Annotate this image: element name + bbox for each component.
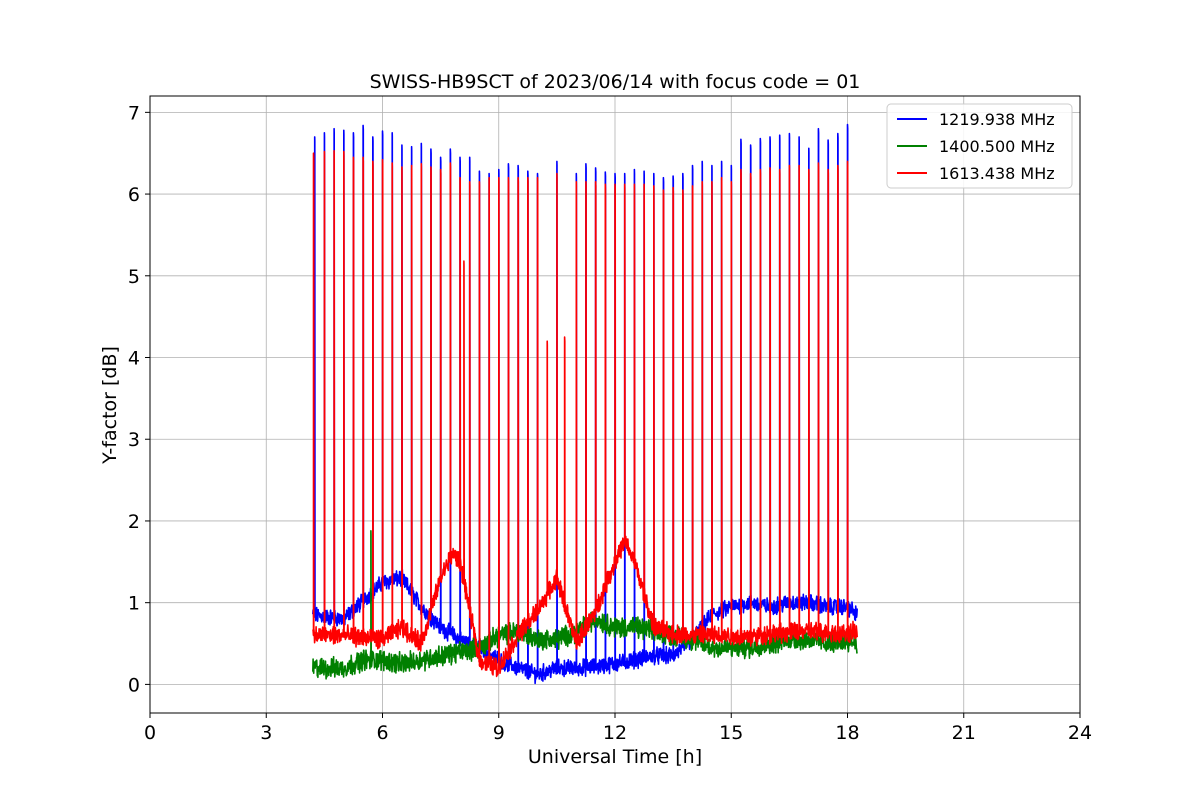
x-ticks: 0 3 6 9 12 15 18 21 24 [144,713,1092,744]
x-tick-label: 3 [260,722,272,744]
y-tick-label: 2 [128,511,140,533]
y-ticks: 0 1 2 3 4 5 6 7 [128,102,150,696]
y-tick-label: 3 [128,429,140,451]
y-tick-label: 0 [128,674,140,696]
y-tick-label: 4 [128,348,140,370]
x-tick-label: 6 [376,722,388,744]
plot-area [312,123,858,685]
legend-label: 1219.938 MHz [939,110,1055,129]
y-tick-label: 1 [128,593,140,615]
x-tick-label: 24 [1068,722,1092,744]
x-tick-label: 12 [603,722,627,744]
series-line [312,530,858,680]
x-tick-label: 9 [493,722,505,744]
y-tick-label: 6 [128,184,140,206]
series-line [312,150,858,678]
legend-box [886,103,1073,189]
y-tick-label: 7 [128,102,140,124]
x-tick-label: 15 [719,722,743,744]
x-tick-label: 0 [144,722,156,744]
plot-frame [149,95,1081,714]
legend-label: 1613.438 MHz [939,164,1055,183]
x-axis-label: Universal Time [h] [528,746,702,768]
y-tick-label: 5 [128,266,140,288]
legend-label: 1400.500 MHz [939,137,1055,156]
legend: 1219.938 MHz 1400.500 MHz 1613.438 MHz [886,103,1073,189]
x-tick-label: 18 [835,722,859,744]
x-tick-label: 21 [952,722,976,744]
chart-title: SWISS-HB9SCT of 2023/06/14 with focus co… [370,71,861,93]
y-axis-label: Y-factor [dB] [99,346,121,465]
